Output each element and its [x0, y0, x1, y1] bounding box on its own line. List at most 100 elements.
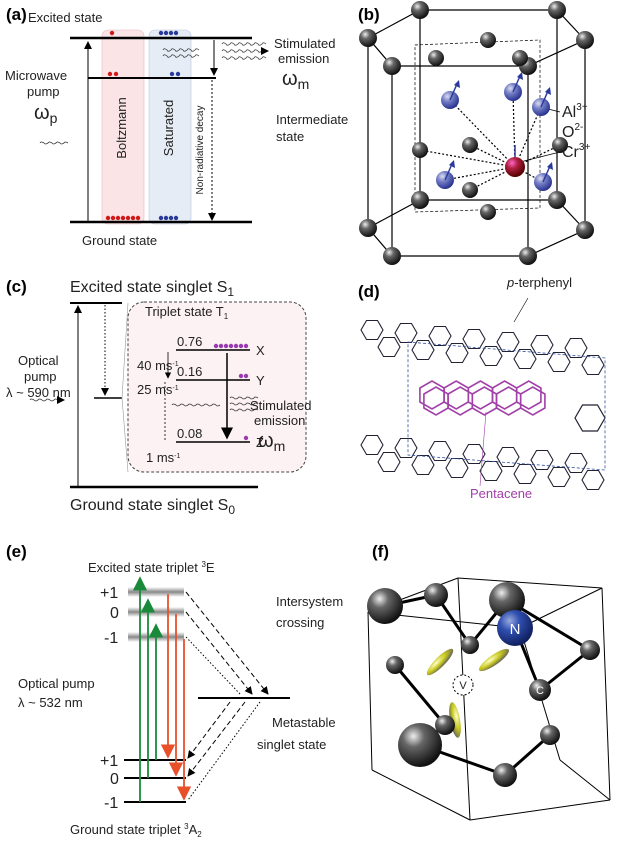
atom: [480, 32, 496, 48]
spin-head: [547, 162, 553, 170]
text-run: X: [256, 343, 265, 358]
text-run: Al: [562, 104, 576, 121]
text-run: Excited state: [28, 10, 102, 25]
ring: [446, 459, 468, 478]
population-dot: [159, 216, 163, 220]
text-run: -1: [104, 795, 118, 812]
text-run: crossing: [276, 615, 324, 630]
wavy-line: [222, 43, 266, 46]
ring: [548, 468, 570, 487]
panel-label: (e): [6, 542, 27, 561]
text-run: (b): [358, 5, 380, 24]
text-run: 3+: [576, 102, 588, 113]
ring: [361, 321, 383, 340]
text-run: (d): [358, 282, 380, 301]
ring: [497, 448, 519, 467]
text-run: E: [206, 560, 215, 575]
population: 0.76: [177, 334, 202, 349]
orbital: [476, 646, 511, 675]
text-run: 0: [228, 503, 235, 517]
text-run: Non-radiative decay: [195, 106, 206, 195]
guide: [122, 398, 128, 472]
atom: [424, 583, 448, 607]
cell-edge: [520, 588, 602, 628]
text-run: 2: [197, 830, 202, 839]
atom: [411, 1, 429, 19]
atom: [367, 588, 403, 624]
level-label: state: [276, 129, 304, 144]
population-dot: [244, 344, 248, 348]
ring: [395, 324, 417, 343]
ion-label: O2-: [562, 122, 583, 141]
text-run: emission: [254, 413, 305, 428]
population-dot: [108, 72, 112, 76]
guide: [122, 303, 128, 398]
population-dot: [239, 344, 243, 348]
text-run: +1: [100, 585, 118, 602]
cell-edge: [458, 578, 602, 588]
text-run: -1: [174, 453, 180, 460]
sublevel-label: +1: [100, 753, 118, 770]
atom: [461, 636, 479, 654]
level-label: Excited state: [28, 10, 102, 25]
pump-label: Optical pump: [18, 676, 95, 691]
emission-label: emission: [278, 51, 329, 66]
ring: [480, 462, 502, 481]
spin-head: [449, 160, 455, 168]
arrow: [188, 702, 245, 776]
atom: [383, 57, 401, 75]
atom: [462, 137, 478, 153]
pump-label: λ ~ 590 nm: [6, 385, 71, 400]
text-run: 0: [110, 605, 119, 622]
pump-label: pump: [24, 369, 57, 384]
population-dot: [219, 344, 223, 348]
text-run: -terphenyl: [514, 275, 572, 290]
text-run: 0.08: [177, 426, 202, 441]
pump-label: pump: [27, 84, 60, 99]
atom: [493, 763, 517, 787]
text-run: -1: [104, 630, 118, 647]
text-run: Intermediate: [276, 112, 348, 127]
text-run: Optical pump: [18, 676, 95, 691]
level-name: X: [256, 343, 265, 358]
population-dot: [126, 216, 130, 220]
text-run: λ ~ 590 nm: [6, 385, 71, 400]
ring: [463, 445, 485, 464]
level: [128, 587, 184, 597]
cell-edge: [372, 770, 470, 820]
text-run: p: [50, 110, 58, 126]
ring: [514, 465, 536, 484]
atom: [411, 191, 429, 209]
population-dot: [244, 436, 248, 440]
atom: [540, 725, 560, 745]
population-dot: [229, 344, 233, 348]
text-run: Y: [256, 373, 265, 388]
text-run: +1: [100, 753, 118, 770]
cell-edge: [602, 588, 610, 800]
molecule-label: p-terphenyl: [506, 275, 572, 290]
text-run: 25 ms: [137, 382, 173, 397]
population-dot: [239, 374, 243, 378]
text-run: Ground state singlet S: [70, 497, 228, 514]
wavy-line: [222, 50, 266, 53]
text-run: 0.16: [177, 364, 202, 379]
text-run: Optical: [18, 353, 59, 368]
wavy-line: [222, 57, 266, 60]
population-dot: [131, 216, 135, 220]
ring: [531, 336, 553, 355]
ring: [463, 330, 485, 349]
atom: [512, 50, 528, 66]
level-label: Excited state singlet S1: [70, 279, 234, 299]
text-run: Stimulated: [250, 398, 311, 413]
text-run: ω: [282, 68, 298, 90]
cell-edge: [470, 800, 610, 820]
text-run: Stimulated: [274, 36, 335, 51]
text-run: Metastable: [272, 715, 336, 730]
atom: [386, 656, 404, 674]
atom: [359, 29, 377, 47]
text-run: A: [189, 822, 198, 837]
orbital: [424, 646, 457, 679]
text-run: Boltzmann: [114, 97, 129, 158]
panel-label: (f): [372, 542, 389, 561]
population-dot: [164, 31, 168, 35]
